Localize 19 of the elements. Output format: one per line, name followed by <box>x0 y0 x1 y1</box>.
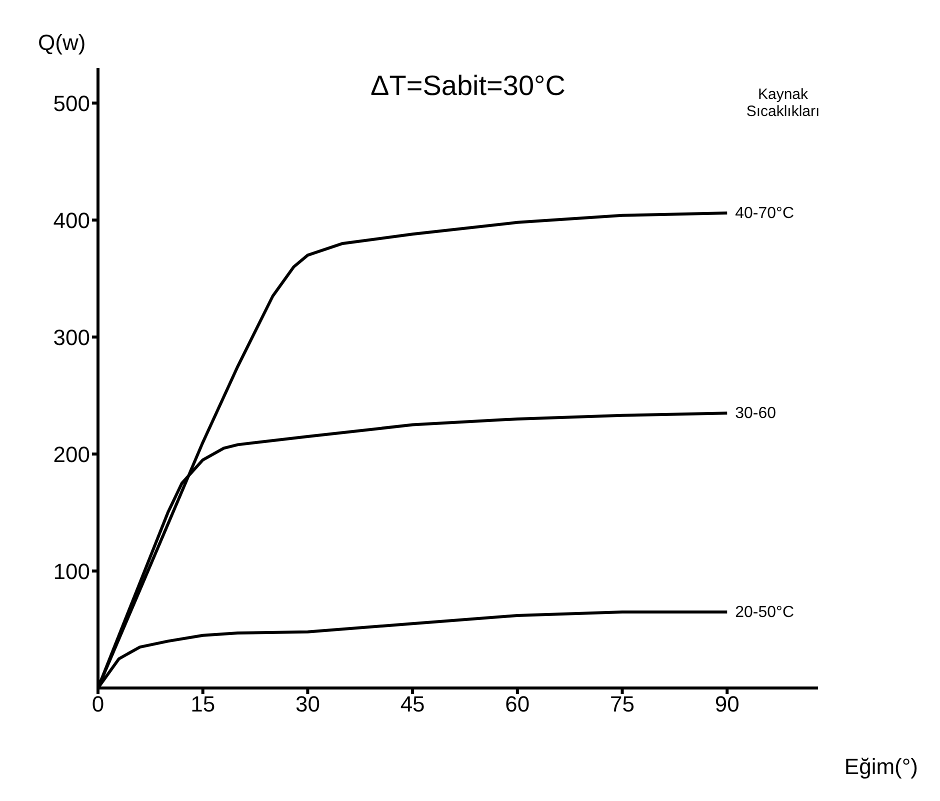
series-label: 40-70°C <box>735 205 794 222</box>
x-tick-label: 90 <box>714 692 740 717</box>
series-label: 30-60 <box>735 405 776 422</box>
legend-title: Kaynak Sıcaklıkları <box>745 86 821 120</box>
y-tick-label: 200 <box>53 442 90 467</box>
x-tick-label: 0 <box>92 692 104 717</box>
y-tick-label: 300 <box>53 324 90 350</box>
x-tick-label: 60 <box>505 692 530 717</box>
y-axis-title: Q(w) <box>38 30 86 56</box>
y-tick-label: 500 <box>53 90 90 116</box>
chart-title: ΔT=Sabit=30°C <box>370 70 566 101</box>
x-tick-label: 75 <box>610 692 635 717</box>
series-label: 20-50°C <box>735 604 794 621</box>
x-tick-label: 30 <box>295 692 320 717</box>
x-tick-label: 15 <box>190 692 216 717</box>
x-axis-title: Eğim(°) <box>844 754 918 780</box>
y-tick-label: 100 <box>53 558 90 584</box>
x-tick-label: 45 <box>400 692 425 717</box>
y-tick-label: 400 <box>53 208 90 233</box>
